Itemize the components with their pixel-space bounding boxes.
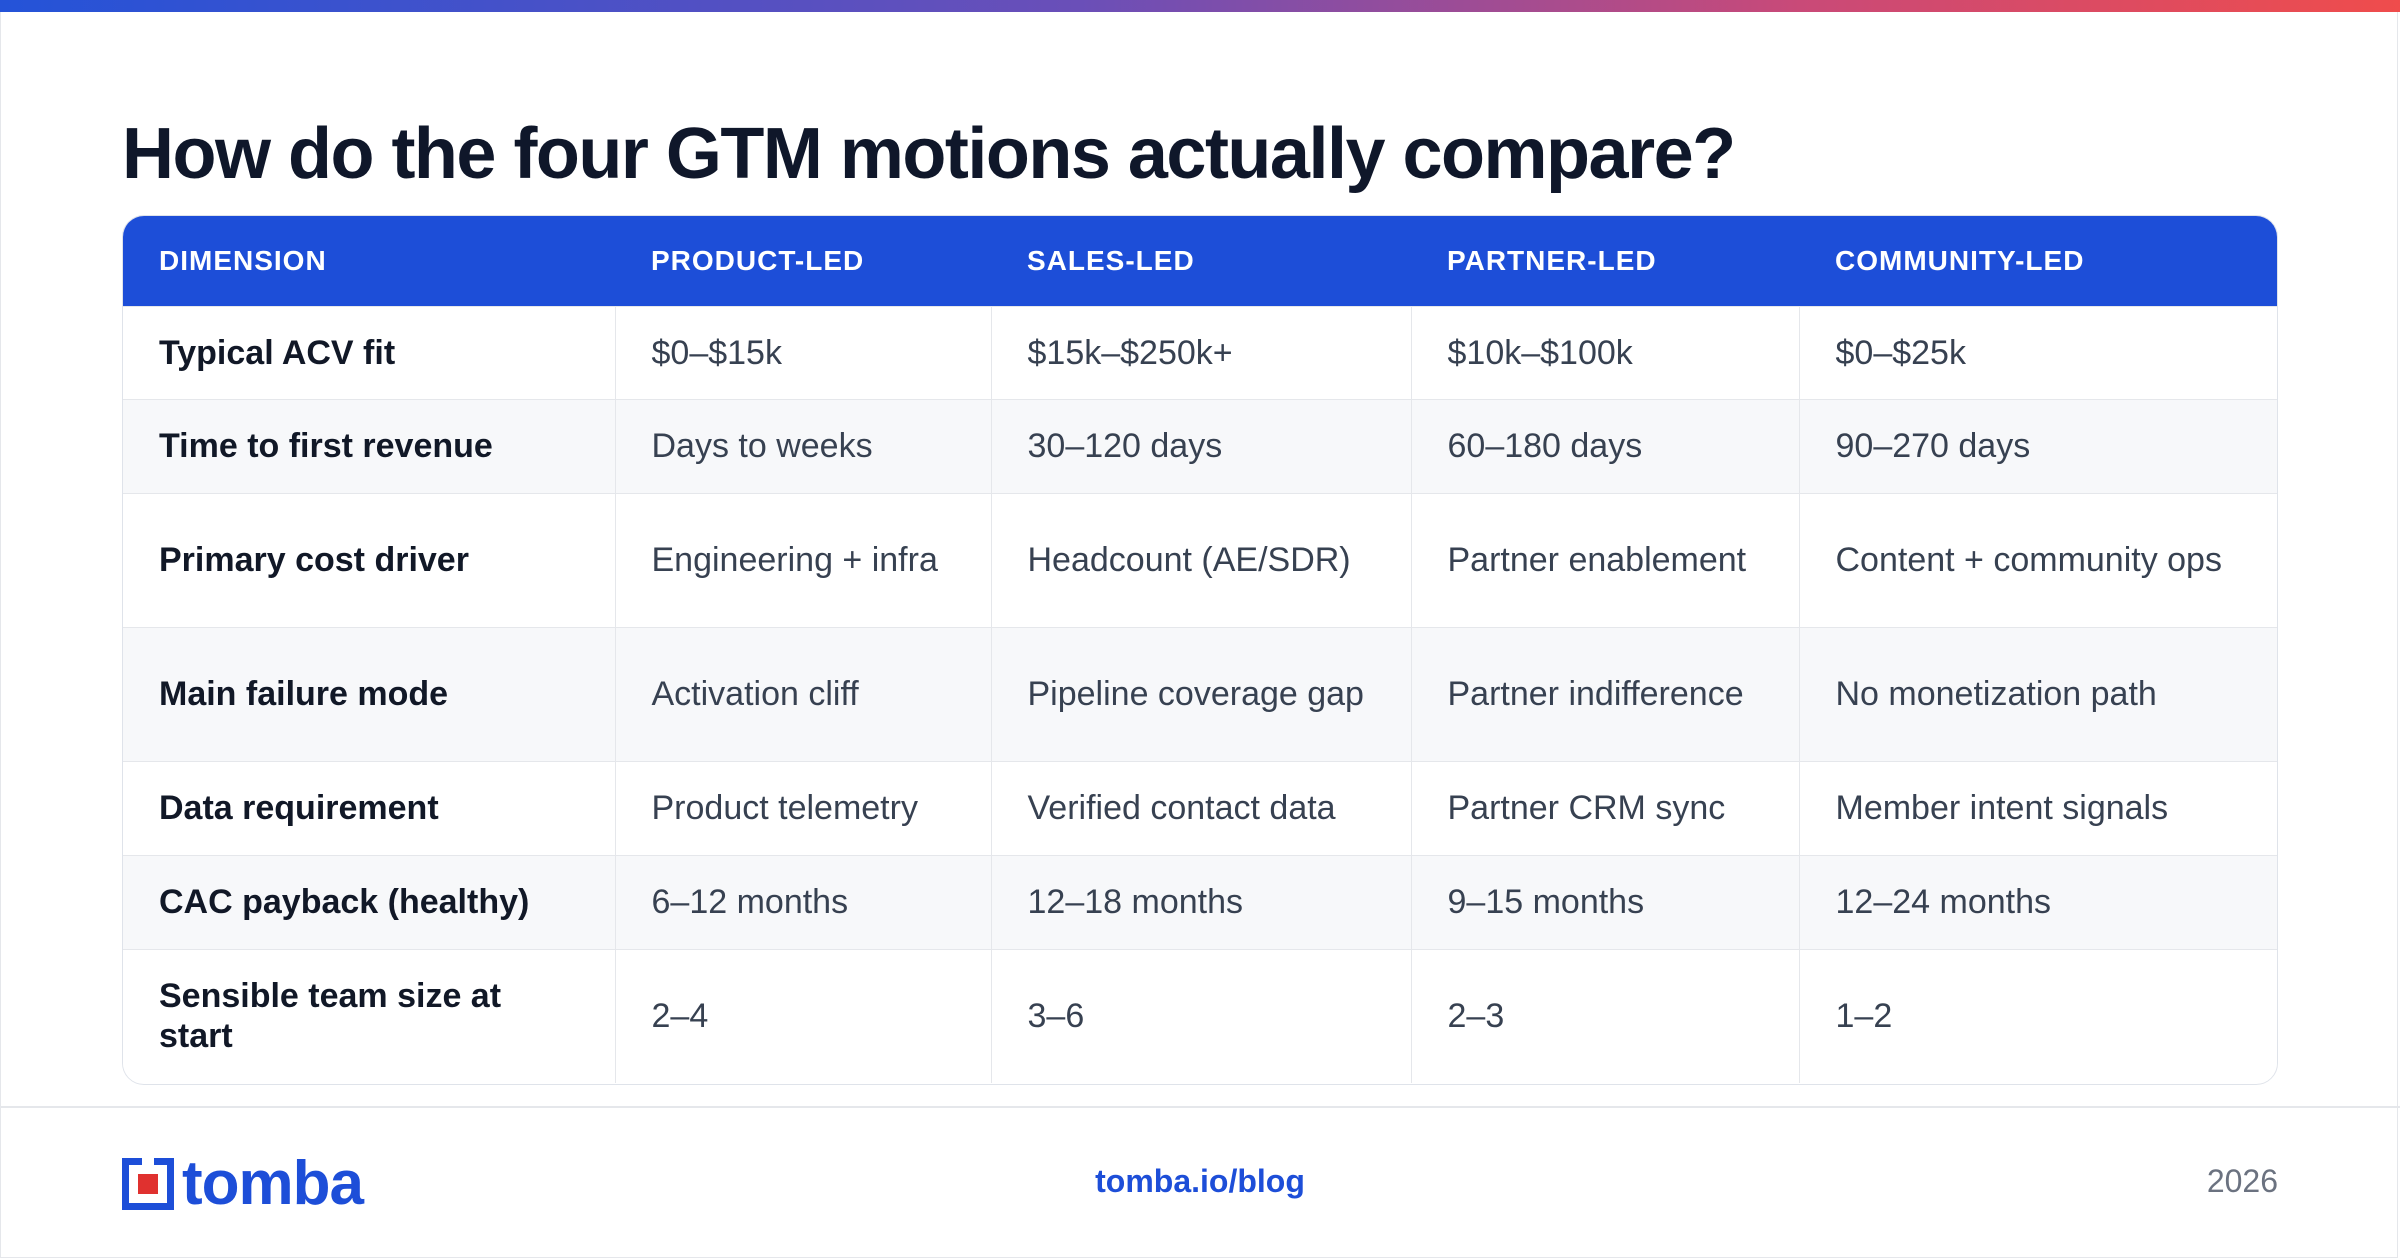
- header-product-led: PRODUCT-LED: [651, 244, 865, 276]
- row-dimension: CAC payback (healthy): [159, 883, 530, 921]
- table-cell: 90–270 days: [1798, 399, 2277, 493]
- table-cell: 1–2: [1798, 949, 2277, 1083]
- footer-year: 2026: [2206, 1163, 2278, 1199]
- header-dimension: DIMENSION: [159, 244, 327, 276]
- table-cell: 2–3: [1410, 949, 1799, 1083]
- row-dimension: Time to first revenue: [159, 427, 493, 465]
- table-cell: 30–120 days: [990, 399, 1411, 493]
- table-cell: $15k–$250k+: [990, 306, 1411, 399]
- table-cell: Content + community ops: [1798, 493, 2277, 627]
- table-row: Main failure mode Activation cliff Pipel…: [123, 627, 2277, 761]
- logo-text: tomba: [182, 1149, 364, 1218]
- table-row: Time to first revenue Days to weeks 30–1…: [123, 399, 2277, 493]
- table-cell: Member intent signals: [1798, 761, 2277, 855]
- top-gradient-bar: [0, 0, 2400, 12]
- table-cell: Partner indifference: [1410, 627, 1799, 761]
- table-cell: Partner enablement: [1410, 493, 1799, 627]
- header-partner-led: PARTNER-LED: [1447, 244, 1657, 276]
- row-dimension: Typical ACV fit: [159, 333, 396, 372]
- table-cell: No monetization path: [1798, 627, 2277, 761]
- footer-divider: [0, 1106, 2400, 1108]
- table-cell: 3–6: [990, 949, 1411, 1083]
- page-title: How do the four GTM motions actually com…: [122, 114, 1736, 194]
- row-dimension: Data requirement: [159, 789, 439, 827]
- table-row: CAC payback (healthy) 6–12 months 12–18 …: [123, 855, 2277, 949]
- table-cell: Pipeline coverage gap: [990, 627, 1411, 761]
- blog-link[interactable]: tomba.io/blog: [1095, 1163, 1305, 1199]
- table-row: Data requirement Product telemetry Verif…: [123, 761, 2277, 855]
- table-cell: Days to weeks: [614, 399, 991, 493]
- table-cell: 12–18 months: [990, 855, 1411, 949]
- table-cell: 2–4: [614, 949, 991, 1083]
- row-dimension: Main failure mode: [159, 675, 449, 713]
- header-sales-led: SALES-LED: [1027, 244, 1195, 276]
- table-cell: $0–$15k: [614, 306, 991, 399]
- table-header-row: DIMENSION PRODUCT-LED SALES-LED PARTNER-…: [123, 216, 2277, 306]
- table-row: Primary cost driver Engineering + infra …: [123, 493, 2277, 627]
- row-dimension: Sensible team size at start: [159, 977, 502, 1056]
- row-dimension: Primary cost driver: [159, 541, 469, 579]
- header-community-led: COMMUNITY-LED: [1835, 244, 2085, 276]
- table-cell: 60–180 days: [1410, 399, 1799, 493]
- table-cell: Headcount (AE/SDR): [990, 493, 1411, 627]
- table-cell: $10k–$100k: [1410, 306, 1799, 399]
- table-cell: Engineering + infra: [614, 493, 991, 627]
- table-cell: 6–12 months: [614, 855, 991, 949]
- table-cell: 12–24 months: [1798, 855, 2277, 949]
- table-cell: Activation cliff: [614, 627, 991, 761]
- table-cell: Product telemetry: [614, 761, 991, 855]
- table-cell: $0–$25k: [1798, 306, 2277, 399]
- table-cell: 9–15 months: [1410, 855, 1799, 949]
- table-row: Typical ACV fit $0–$15k $15k–$250k+ $10k…: [123, 306, 2277, 399]
- comparison-table: DIMENSION PRODUCT-LED SALES-LED PARTNER-…: [122, 215, 2278, 1085]
- table-cell: Partner CRM sync: [1410, 761, 1799, 855]
- tomba-logo-icon: [122, 1158, 174, 1210]
- table-row: Sensible team size at start 2–4 3–6 2–3 …: [123, 949, 2277, 1083]
- tomba-logo[interactable]: tomba: [122, 1149, 364, 1218]
- table-cell: Verified contact data: [990, 761, 1411, 855]
